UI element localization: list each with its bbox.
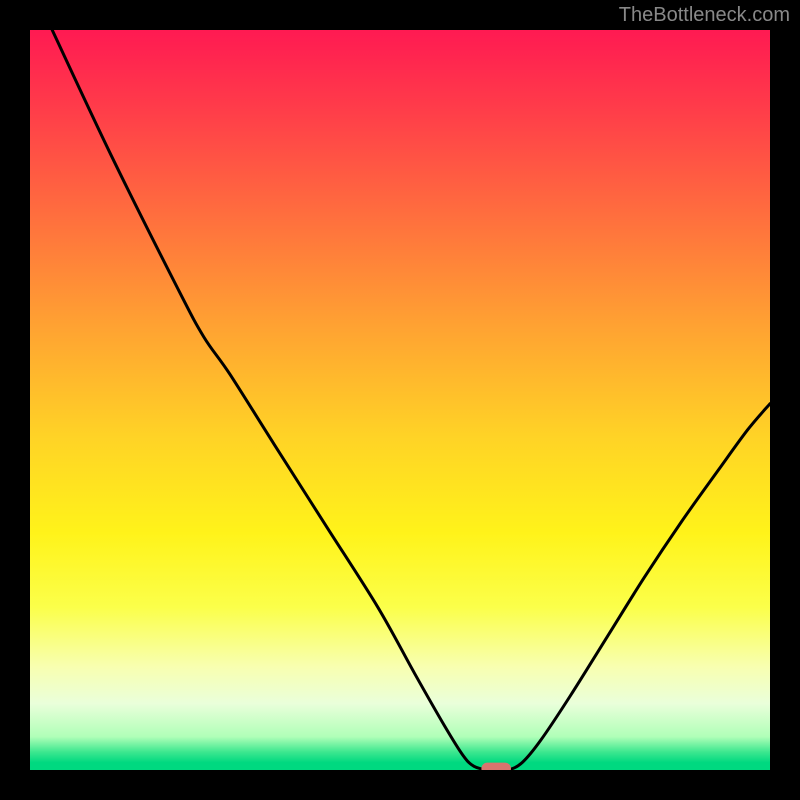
minimum-marker (481, 763, 511, 770)
chart-curve-layer (30, 30, 770, 770)
bottleneck-curve (52, 30, 770, 770)
chart-plot-area (30, 30, 770, 770)
watermark-text: TheBottleneck.com (619, 4, 790, 27)
